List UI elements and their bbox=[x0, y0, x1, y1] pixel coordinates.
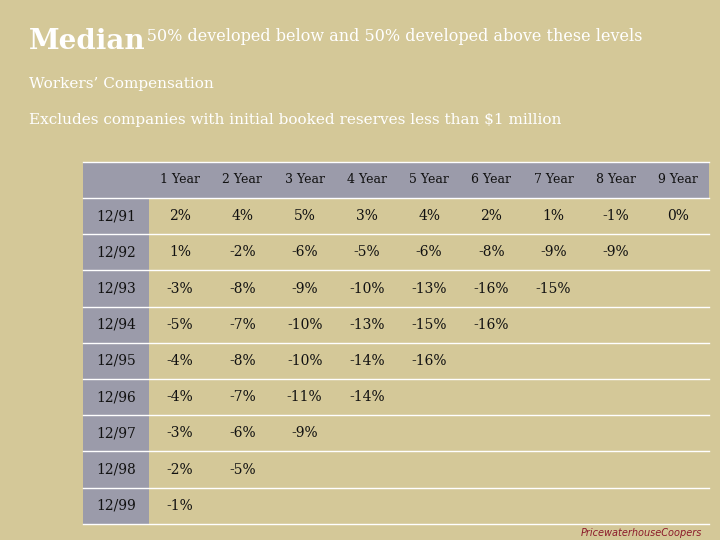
Text: -1%: -1% bbox=[603, 209, 629, 223]
Bar bbox=[83, 307, 149, 343]
Bar bbox=[83, 343, 149, 379]
Text: -9%: -9% bbox=[292, 427, 318, 441]
Text: -1%: -1% bbox=[167, 499, 194, 513]
Text: Median: Median bbox=[29, 28, 145, 55]
Text: 0%: 0% bbox=[667, 209, 689, 223]
Bar bbox=[83, 198, 149, 234]
Text: -4%: -4% bbox=[167, 390, 194, 404]
Text: 12/92: 12/92 bbox=[96, 245, 136, 259]
Text: Workers’ Compensation: Workers’ Compensation bbox=[29, 77, 214, 91]
Text: -9%: -9% bbox=[603, 245, 629, 259]
Text: -2%: -2% bbox=[167, 463, 194, 477]
Text: -16%: -16% bbox=[411, 354, 447, 368]
Text: -3%: -3% bbox=[167, 427, 194, 441]
Text: -7%: -7% bbox=[229, 318, 256, 332]
Text: -14%: -14% bbox=[349, 390, 384, 404]
Bar bbox=[83, 162, 709, 198]
Text: 12/98: 12/98 bbox=[96, 463, 136, 477]
Bar bbox=[83, 379, 149, 415]
Text: 1%: 1% bbox=[543, 209, 564, 223]
Text: 8 Year: 8 Year bbox=[596, 173, 636, 186]
Text: 7 Year: 7 Year bbox=[534, 173, 574, 186]
Text: PricewaterhouseCoopers: PricewaterhouseCoopers bbox=[580, 528, 702, 538]
Text: -10%: -10% bbox=[287, 354, 323, 368]
Text: 12/96: 12/96 bbox=[96, 390, 136, 404]
Text: -10%: -10% bbox=[349, 281, 384, 295]
Bar bbox=[83, 451, 149, 488]
Text: -5%: -5% bbox=[354, 245, 380, 259]
Text: 4%: 4% bbox=[231, 209, 253, 223]
Text: -8%: -8% bbox=[229, 281, 256, 295]
Text: 5 Year: 5 Year bbox=[409, 173, 449, 186]
Text: 2 Year: 2 Year bbox=[222, 173, 262, 186]
Text: -5%: -5% bbox=[167, 318, 194, 332]
Text: -4%: -4% bbox=[167, 354, 194, 368]
Text: 5%: 5% bbox=[294, 209, 315, 223]
Text: 12/99: 12/99 bbox=[96, 499, 136, 513]
Text: 1 Year: 1 Year bbox=[160, 173, 200, 186]
Text: 4%: 4% bbox=[418, 209, 440, 223]
Text: -6%: -6% bbox=[292, 245, 318, 259]
Text: -9%: -9% bbox=[540, 245, 567, 259]
Text: -2%: -2% bbox=[229, 245, 256, 259]
Text: -11%: -11% bbox=[287, 390, 323, 404]
Bar bbox=[83, 234, 149, 271]
Text: -14%: -14% bbox=[349, 354, 384, 368]
Text: 12/95: 12/95 bbox=[96, 354, 136, 368]
Text: -13%: -13% bbox=[411, 281, 447, 295]
Text: -9%: -9% bbox=[292, 281, 318, 295]
Text: -15%: -15% bbox=[536, 281, 572, 295]
Text: 3%: 3% bbox=[356, 209, 378, 223]
Text: -5%: -5% bbox=[229, 463, 256, 477]
Text: - 50% developed below and 50% developed above these levels: - 50% developed below and 50% developed … bbox=[131, 28, 642, 44]
Text: -16%: -16% bbox=[474, 318, 509, 332]
Text: -6%: -6% bbox=[416, 245, 442, 259]
Text: 9 Year: 9 Year bbox=[658, 173, 698, 186]
Text: 3 Year: 3 Year bbox=[284, 173, 325, 186]
Text: 4 Year: 4 Year bbox=[347, 173, 387, 186]
Text: -8%: -8% bbox=[229, 354, 256, 368]
Bar bbox=[83, 488, 149, 524]
Text: 2%: 2% bbox=[480, 209, 503, 223]
Text: -6%: -6% bbox=[229, 427, 256, 441]
Text: 1%: 1% bbox=[169, 245, 192, 259]
Text: -16%: -16% bbox=[474, 281, 509, 295]
Text: 12/97: 12/97 bbox=[96, 427, 136, 441]
Text: -7%: -7% bbox=[229, 390, 256, 404]
Text: 12/93: 12/93 bbox=[96, 281, 136, 295]
Text: -13%: -13% bbox=[349, 318, 384, 332]
Text: Excludes companies with initial booked reserves less than $1 million: Excludes companies with initial booked r… bbox=[29, 113, 561, 127]
Text: -8%: -8% bbox=[478, 245, 505, 259]
Text: -10%: -10% bbox=[287, 318, 323, 332]
Bar bbox=[83, 271, 149, 307]
Text: -15%: -15% bbox=[411, 318, 447, 332]
Text: 2%: 2% bbox=[169, 209, 191, 223]
Text: 6 Year: 6 Year bbox=[472, 173, 511, 186]
Bar bbox=[83, 415, 149, 451]
Text: 12/94: 12/94 bbox=[96, 318, 136, 332]
Text: 12/91: 12/91 bbox=[96, 209, 136, 223]
Text: -3%: -3% bbox=[167, 281, 194, 295]
